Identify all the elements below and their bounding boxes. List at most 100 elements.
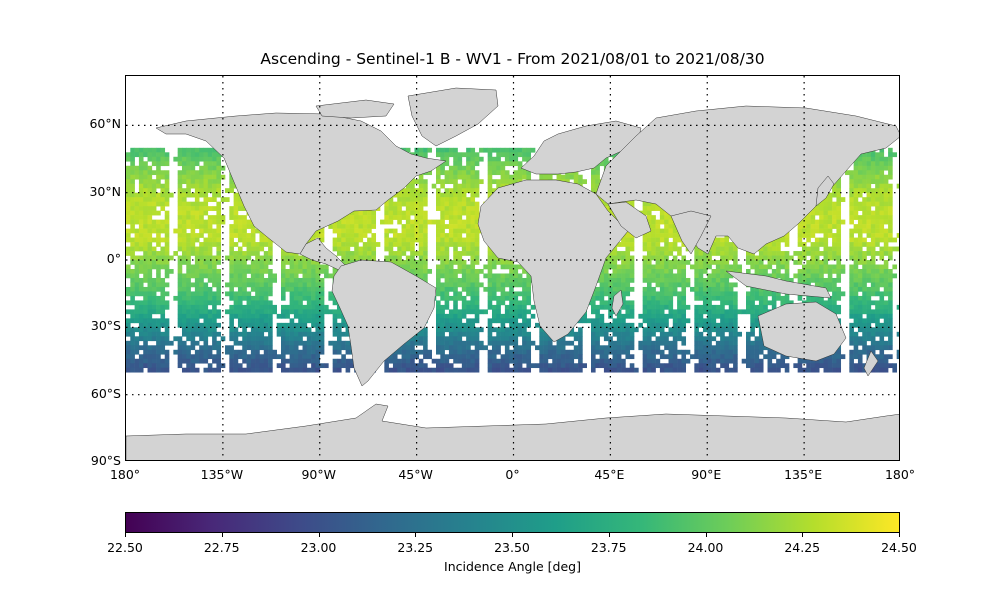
grid-cell (875, 264, 880, 270)
grid-cell (810, 228, 816, 234)
grid-cell (233, 251, 239, 256)
grid-cell (444, 201, 450, 207)
grid-cell (715, 264, 721, 270)
grid-cell (143, 291, 148, 297)
grid-cell (160, 255, 166, 261)
grid-cell (513, 156, 519, 162)
grid-cell (870, 246, 876, 252)
grid-cell (237, 206, 243, 211)
grid-cell (517, 282, 523, 288)
grid-cell (311, 233, 316, 238)
grid-cell (474, 161, 480, 167)
grid-cell (879, 246, 885, 252)
grid-cell (177, 219, 183, 225)
grid-cell (126, 174, 131, 180)
grid-cell (470, 206, 476, 211)
grid-cell (496, 183, 501, 189)
grid-cell (315, 286, 321, 292)
grid-cell (517, 291, 523, 297)
grid-cell (199, 300, 204, 306)
grid-cell (212, 269, 217, 274)
grid-cell (853, 277, 859, 283)
grid-cell (143, 183, 148, 189)
grid-cell (866, 192, 872, 198)
grid-cell (836, 246, 842, 252)
grid-cell (500, 300, 506, 306)
grid-cell (410, 224, 415, 229)
grid-cell (156, 197, 161, 202)
grid-cell (862, 152, 867, 158)
grid-cell (513, 147, 519, 153)
grid-cell (138, 269, 144, 274)
grid-cell (444, 255, 450, 261)
grid-cell (212, 255, 217, 261)
grid-cell (491, 277, 497, 283)
grid-cell (199, 219, 204, 225)
grid-cell (255, 300, 260, 306)
grid-cell (758, 260, 764, 265)
grid-cell (302, 282, 308, 288)
grid-cell (883, 264, 889, 270)
grid-cell (806, 233, 811, 238)
grid-cell (470, 309, 476, 315)
grid-cell (711, 295, 717, 301)
grid-cell (685, 304, 691, 310)
grid-cell (414, 219, 420, 225)
grid-cell (440, 260, 445, 265)
grid-cell (199, 179, 204, 185)
grid-cell (642, 295, 648, 301)
grid-cell (621, 291, 626, 297)
grid-cell (164, 188, 170, 193)
grid-cell (138, 156, 144, 162)
grid-cell (720, 300, 725, 306)
grid-cell (836, 269, 842, 274)
grid-cell (164, 152, 170, 158)
grid-cell (487, 277, 493, 283)
grid-cell (448, 210, 454, 216)
grid-cell (599, 282, 605, 288)
grid-cell (130, 156, 135, 162)
grid-cell (659, 309, 665, 315)
grid-cell (259, 260, 265, 265)
grid-cell (199, 295, 204, 301)
grid-cell (483, 286, 488, 292)
grid-cell (608, 210, 613, 216)
grid-cell (298, 282, 303, 288)
grid-cell (151, 201, 157, 207)
grid-cell (216, 282, 222, 288)
grid-cell (491, 309, 497, 315)
grid-cell (659, 295, 665, 301)
grid-cell (160, 224, 166, 229)
grid-cell (216, 286, 222, 292)
grid-cell (694, 309, 699, 315)
grid-cell (655, 304, 661, 310)
grid-cell (423, 277, 428, 283)
grid-cell (315, 304, 321, 310)
grid-cell (233, 228, 239, 234)
grid-cell (853, 273, 859, 279)
grid-cell (242, 273, 247, 279)
grid-cell (216, 269, 222, 274)
grid-cell (186, 300, 191, 306)
grid-cell (156, 165, 161, 171)
grid-cell (440, 246, 445, 252)
grid-cell (336, 237, 342, 243)
grid-cell (857, 255, 863, 261)
grid-cell (138, 233, 144, 238)
grid-cell (832, 224, 837, 229)
grid-cell (862, 295, 867, 301)
grid-cell (345, 255, 351, 261)
grid-cell (655, 251, 661, 256)
grid-cell (246, 309, 252, 315)
grid-cell (797, 260, 803, 265)
grid-cell (444, 277, 450, 283)
grid-cell (711, 309, 717, 315)
grid-cell (319, 228, 325, 234)
grid-cell (246, 304, 252, 310)
grid-cell (177, 237, 183, 243)
grid-cell (203, 255, 209, 261)
grid-cell (147, 291, 153, 297)
grid-cell (237, 277, 243, 283)
grid-cell (659, 237, 665, 243)
grid-cell (444, 291, 450, 297)
